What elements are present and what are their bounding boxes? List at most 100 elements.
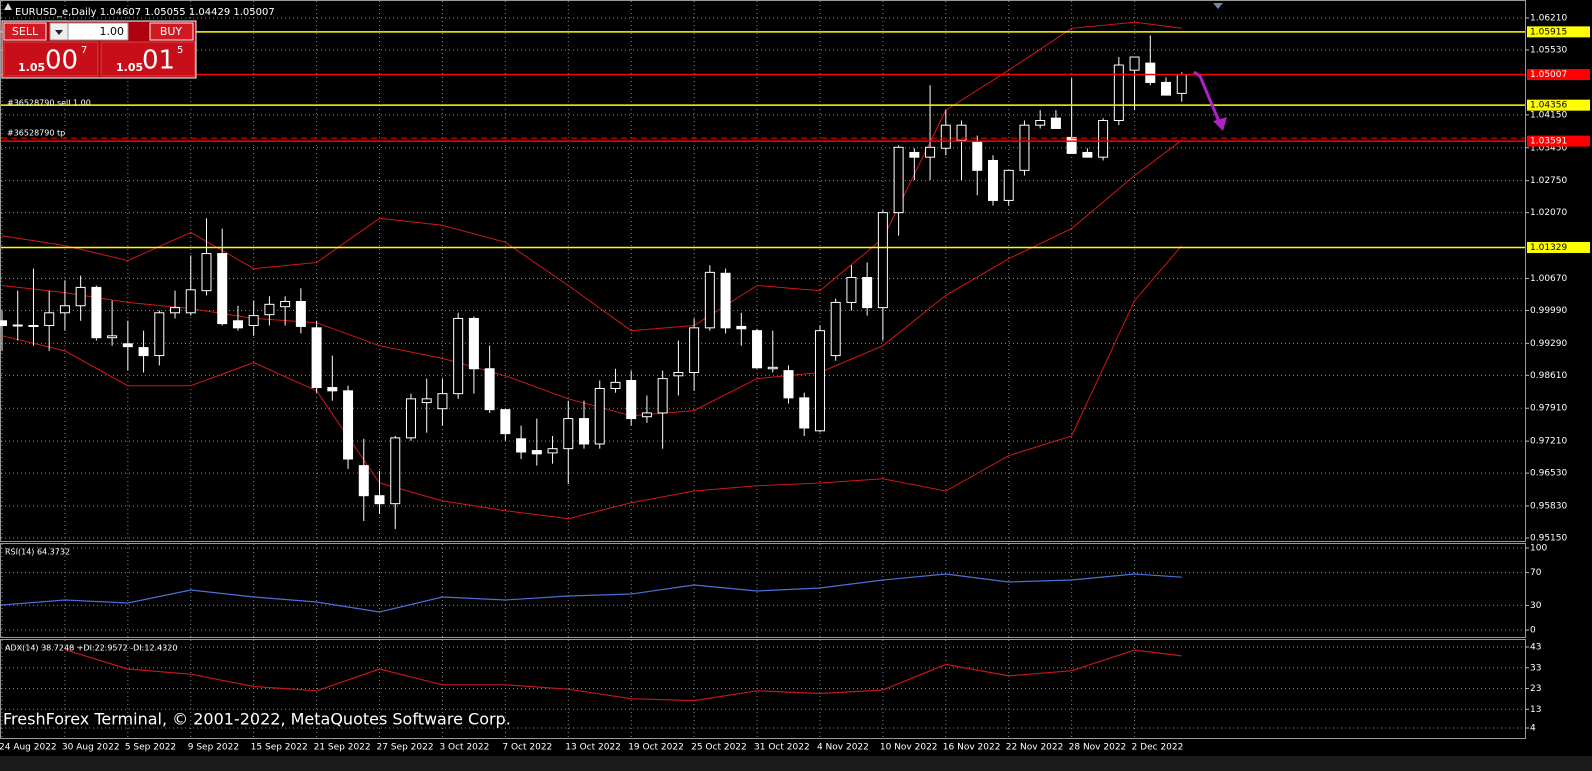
x-tick-label: 3 Oct 2022 bbox=[439, 743, 489, 753]
candle-body bbox=[1082, 151, 1093, 158]
candle-body bbox=[814, 330, 825, 432]
candle-body bbox=[830, 301, 841, 357]
trend-arrow bbox=[1193, 70, 1227, 131]
lots-input[interactable] bbox=[67, 22, 129, 41]
main-panel-frame bbox=[0, 0, 1526, 542]
candle-body bbox=[563, 418, 574, 450]
candle-body bbox=[547, 448, 558, 454]
indicator-line bbox=[64, 649, 1182, 702]
candle-body bbox=[657, 378, 668, 414]
y-tick-label: 0 bbox=[1530, 626, 1536, 636]
candle-body bbox=[185, 289, 196, 314]
bid-box[interactable] bbox=[3, 41, 99, 77]
candle-body bbox=[107, 335, 118, 339]
rsi-panel-frame bbox=[0, 543, 1526, 638]
candle-body bbox=[594, 387, 605, 445]
candle-body bbox=[516, 438, 527, 453]
x-tick-label: 31 Oct 2022 bbox=[754, 743, 810, 753]
price-level-box bbox=[1527, 26, 1590, 38]
y-tick-label: 0.99990 bbox=[1530, 306, 1567, 316]
watermark: FreshForex Terminal, © 2001-2022, MetaQu… bbox=[3, 710, 511, 729]
buy-button[interactable] bbox=[149, 22, 194, 41]
y-tick-label: 43 bbox=[1530, 643, 1541, 653]
y-tick-label: 0.97210 bbox=[1530, 437, 1567, 447]
candle-body bbox=[1129, 56, 1140, 71]
candle-body bbox=[217, 253, 228, 325]
candle-body bbox=[264, 303, 275, 316]
x-tick-label: 2 Dec 2022 bbox=[1132, 743, 1184, 753]
price-level-label: 1.04356 bbox=[1530, 101, 1567, 111]
y-tick-label: 1.00670 bbox=[1530, 274, 1567, 284]
candle-body bbox=[673, 372, 684, 377]
y-tick-label: 1.02070 bbox=[1530, 208, 1567, 218]
y-tick-label: 0.99290 bbox=[1530, 339, 1567, 349]
candle-body bbox=[956, 124, 967, 141]
price-level-box bbox=[1527, 69, 1590, 81]
bollinger-lower bbox=[1, 245, 1183, 520]
ask-box[interactable] bbox=[100, 41, 196, 77]
candle-body bbox=[1161, 81, 1172, 96]
candle-body bbox=[1113, 64, 1124, 121]
order-label: #36528790 sell 1.00 bbox=[7, 99, 91, 108]
one-click-trading: SELL 1.00 BUY 1.05 00 7 1.05 01 5 bbox=[1, 20, 197, 79]
candle-body bbox=[972, 141, 983, 171]
candle-body bbox=[752, 330, 763, 369]
y-tick-label: 13 bbox=[1530, 705, 1541, 715]
indicator-title: RSI(14) 64.3732 bbox=[5, 548, 70, 557]
x-tick-label: 5 Sep 2022 bbox=[125, 743, 176, 753]
candle-body bbox=[799, 397, 810, 429]
candle-body bbox=[767, 366, 778, 370]
candle-body bbox=[704, 271, 715, 329]
candle-body bbox=[390, 437, 401, 505]
candle-body bbox=[987, 159, 998, 201]
candle-body bbox=[0, 320, 7, 326]
arrow-line bbox=[1193, 70, 1222, 125]
y-tick-label: 0.96530 bbox=[1530, 469, 1567, 479]
candle-body bbox=[28, 324, 39, 327]
candle-body bbox=[610, 381, 621, 389]
candle-body bbox=[877, 212, 888, 309]
candle-body bbox=[579, 418, 590, 445]
header-title: EURUSD_e,Daily 1.04607 1.05055 1.04429 1… bbox=[15, 7, 275, 18]
y-tick-label: 0.97910 bbox=[1530, 404, 1567, 414]
candle-body bbox=[374, 495, 385, 505]
y-tick-label: 1.02750 bbox=[1530, 176, 1567, 186]
candle-body bbox=[138, 347, 149, 357]
y-tick-label: 1.06210 bbox=[1530, 14, 1567, 24]
candle-body bbox=[421, 398, 432, 404]
x-tick-label: 28 Nov 2022 bbox=[1069, 743, 1127, 753]
bollinger-upper bbox=[1, 21, 1182, 332]
candle-body bbox=[280, 301, 291, 308]
candle-body bbox=[453, 317, 464, 395]
candle-body bbox=[311, 327, 322, 389]
candle-body bbox=[689, 327, 700, 374]
sell-button[interactable] bbox=[3, 22, 47, 41]
candle-body bbox=[75, 286, 86, 307]
x-tick-label: 10 Nov 2022 bbox=[880, 743, 938, 753]
candle-body bbox=[641, 412, 652, 418]
candle-body bbox=[500, 409, 511, 435]
sell-label: SELL bbox=[12, 25, 39, 38]
price-level-box bbox=[1527, 99, 1590, 111]
bid-small: 7 bbox=[81, 45, 87, 56]
y-tick-label: 100 bbox=[1530, 544, 1547, 554]
candle-body bbox=[358, 465, 369, 497]
dropdown-arrow bbox=[55, 30, 63, 35]
ask-prefix: 1.05 bbox=[116, 61, 143, 74]
y-tick-label: 23 bbox=[1530, 684, 1541, 694]
ask-big: 01 bbox=[142, 46, 175, 76]
x-tick-label: 21 Sep 2022 bbox=[314, 743, 371, 753]
candle-body bbox=[626, 379, 637, 420]
labels-layer: 24 Aug 2022 30 Aug 2022 5 Sep 2022 9 Sep 20… bbox=[0, 14, 1590, 753]
y-tick-label: 70 bbox=[1530, 568, 1542, 578]
candle-body bbox=[862, 277, 873, 309]
y-tick-label: 4 bbox=[1530, 724, 1536, 734]
grid-layer bbox=[1, 1, 1529, 738]
candle-body bbox=[1050, 117, 1061, 129]
x-tick-label: 13 Oct 2022 bbox=[565, 743, 621, 753]
x-tick-label: 16 Nov 2022 bbox=[943, 743, 1001, 753]
y-tick-label: 1.03450 bbox=[1530, 143, 1567, 153]
candle-body bbox=[248, 315, 259, 326]
